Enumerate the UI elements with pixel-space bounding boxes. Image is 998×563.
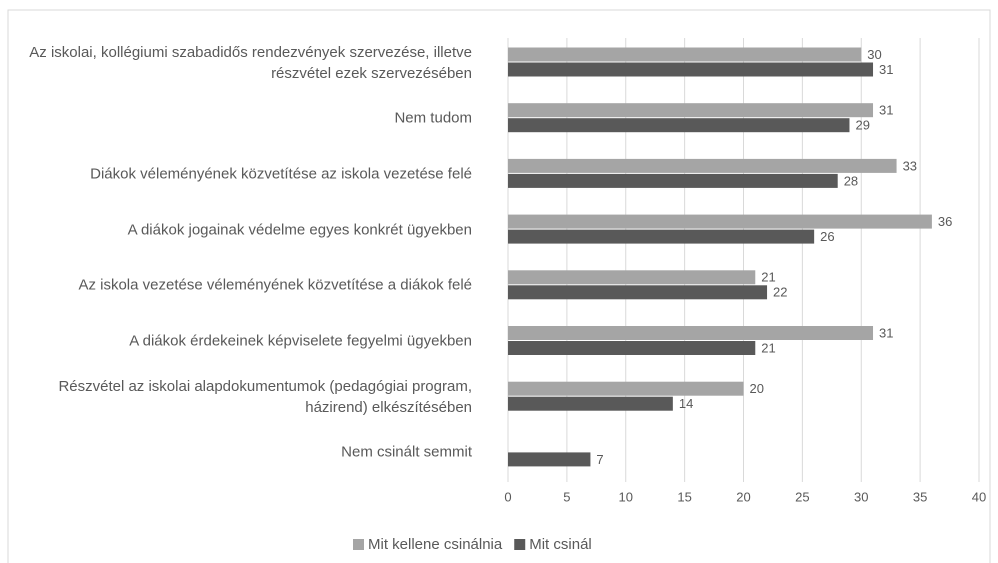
category-label: A diákok jogainak védelme egyes konkrét …	[127, 221, 472, 239]
bar	[508, 62, 874, 77]
value-label: 31	[879, 62, 893, 77]
bar	[508, 270, 756, 285]
legend-swatch	[514, 539, 526, 550]
category-label: Diákok véleményének közvetítése az iskol…	[90, 165, 472, 183]
value-label: 14	[679, 396, 693, 411]
value-label: 22	[773, 285, 787, 300]
x-tick-label: 5	[563, 489, 570, 504]
bar	[508, 103, 874, 118]
category-label: Az iskola vezetése véleményének közvetít…	[78, 276, 472, 294]
value-label: 20	[750, 381, 764, 396]
x-tick-label: 40	[972, 489, 986, 504]
category-label: Nem csinált semmit	[341, 443, 472, 461]
value-label: 29	[855, 118, 869, 133]
bar	[508, 285, 768, 300]
x-tick-label: 35	[913, 489, 927, 504]
value-label: 7	[596, 452, 603, 467]
bar	[508, 229, 815, 244]
bar	[508, 47, 862, 62]
value-label: 36	[938, 214, 952, 229]
chart-border	[7, 9, 991, 563]
x-tick-label: 30	[854, 489, 868, 504]
value-label: 30	[867, 47, 881, 62]
bar	[508, 173, 838, 188]
x-tick-label: 0	[504, 489, 511, 504]
legend-label: Mit csinál	[529, 536, 592, 553]
bar	[508, 214, 932, 229]
category-label: Az iskolai, kollégiumi szabadidős rendez…	[29, 43, 472, 82]
legend-swatch	[353, 539, 364, 550]
x-tick-label: 15	[677, 489, 691, 504]
legend-label: Mit kellene csinálnia	[368, 536, 503, 553]
x-tick-label: 10	[619, 489, 633, 504]
bar	[508, 118, 850, 133]
bar	[508, 326, 874, 340]
category-label: Részvétel az iskolai alapdokumentumok (p…	[58, 377, 472, 416]
bar	[508, 158, 897, 173]
category-label: A diákok érdekeinek képviselete fegyelmi…	[129, 332, 472, 350]
value-label: 31	[879, 325, 893, 340]
value-label: 21	[761, 340, 775, 355]
x-tick-label: 20	[736, 489, 750, 504]
bar	[508, 381, 744, 396]
value-label: 31	[879, 103, 893, 118]
value-label: 21	[761, 270, 775, 285]
category-label: Nem tudom	[394, 109, 472, 127]
bar	[508, 396, 673, 411]
value-label: 33	[903, 158, 917, 173]
value-label: 26	[820, 229, 834, 244]
x-tick-label: 25	[795, 489, 809, 504]
bar	[508, 452, 591, 467]
value-label: 28	[844, 173, 858, 188]
bar	[508, 341, 756, 355]
